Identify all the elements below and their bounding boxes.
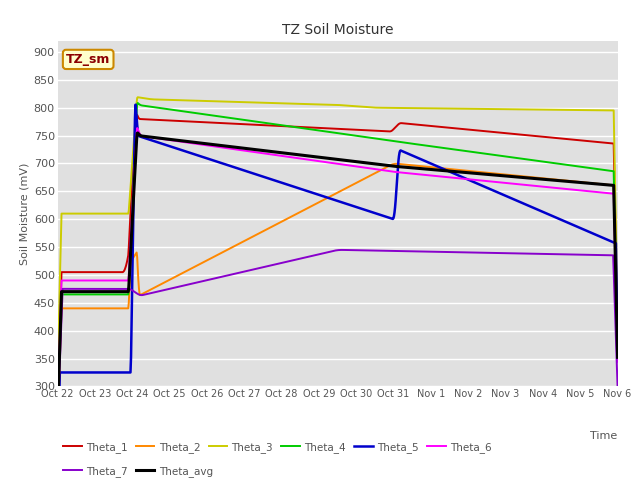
Theta_4 <box>54 412 61 418</box>
Line: Theta_avg: Theta_avg <box>58 133 618 414</box>
Theta_5 <box>132 102 140 108</box>
Theta_1 <box>133 112 141 118</box>
Theta_3 <box>281 100 289 106</box>
Theta_avg <box>134 130 141 136</box>
Title: TZ Soil Moisture: TZ Soil Moisture <box>282 23 394 37</box>
Theta_6 <box>281 154 289 159</box>
Theta_avg <box>439 168 447 173</box>
Theta_1 <box>301 124 308 130</box>
Line: Theta_4: Theta_4 <box>58 103 618 415</box>
Theta_6 <box>439 174 447 180</box>
Theta_7 <box>280 259 288 265</box>
Theta_avg <box>281 150 289 156</box>
Theta_avg <box>54 411 61 417</box>
Line: Theta_1: Theta_1 <box>58 115 618 404</box>
Theta_6 <box>54 405 61 411</box>
Theta_3 <box>301 101 308 107</box>
Theta_3 <box>491 106 499 112</box>
Theta_5 <box>439 166 447 171</box>
Theta_3 <box>614 314 621 320</box>
Text: Time: Time <box>590 432 618 441</box>
Theta_avg <box>501 173 509 179</box>
Theta_2 <box>300 207 308 213</box>
Theta_1 <box>111 269 118 275</box>
Theta_6 <box>133 125 141 131</box>
Theta_7 <box>491 250 499 256</box>
Theta_3 <box>54 370 61 375</box>
Theta_avg <box>111 289 118 295</box>
Theta_7 <box>614 385 621 391</box>
Theta_5 <box>301 187 308 193</box>
Theta_avg <box>491 172 499 178</box>
Theta_1 <box>54 401 61 407</box>
Theta_5 <box>614 357 621 363</box>
Theta_3 <box>134 95 141 100</box>
Theta_5 <box>491 188 499 194</box>
Theta_6 <box>301 156 308 162</box>
Line: Theta_6: Theta_6 <box>58 128 618 408</box>
Theta_1 <box>281 123 289 129</box>
Theta_7 <box>439 249 447 255</box>
Theta_2 <box>501 172 509 178</box>
Theta_1 <box>501 130 509 136</box>
Theta_2 <box>280 217 288 223</box>
Theta_avg <box>614 354 621 360</box>
Theta_2 <box>392 161 400 167</box>
Theta_7 <box>54 419 61 424</box>
Theta_1 <box>439 124 447 130</box>
Line: Theta_3: Theta_3 <box>58 97 618 372</box>
Theta_4 <box>491 152 499 158</box>
Theta_4 <box>281 123 289 129</box>
Theta_7 <box>339 247 346 253</box>
Theta_7 <box>300 255 308 261</box>
Theta_2 <box>491 170 499 176</box>
Theta_avg <box>301 153 308 158</box>
Theta_4 <box>439 145 447 151</box>
Theta_5 <box>501 192 509 198</box>
Theta_3 <box>439 106 447 111</box>
Theta_2 <box>439 166 447 171</box>
Theta_2 <box>614 354 621 360</box>
Theta_4 <box>111 291 118 297</box>
Theta_5 <box>54 460 61 466</box>
Theta_5 <box>111 370 118 375</box>
Text: TZ_sm: TZ_sm <box>66 53 110 66</box>
Theta_6 <box>491 179 499 185</box>
Theta_1 <box>491 129 499 135</box>
Theta_3 <box>111 211 118 216</box>
Theta_4 <box>614 347 621 353</box>
Legend: Theta_7, Theta_avg: Theta_7, Theta_avg <box>63 466 212 477</box>
Theta_6 <box>501 180 509 186</box>
Theta_2 <box>54 420 61 426</box>
Theta_1 <box>614 332 621 338</box>
Line: Theta_2: Theta_2 <box>58 164 618 423</box>
Line: Theta_5: Theta_5 <box>58 105 618 463</box>
Theta_4 <box>501 154 509 159</box>
Theta_7 <box>111 286 118 292</box>
Theta_7 <box>501 250 509 256</box>
Theta_6 <box>111 277 118 283</box>
Y-axis label: Soil Moisture (mV): Soil Moisture (mV) <box>20 162 29 265</box>
Theta_5 <box>281 181 289 187</box>
Theta_2 <box>111 305 118 311</box>
Theta_3 <box>501 106 509 112</box>
Theta_6 <box>614 359 621 365</box>
Theta_4 <box>134 100 141 106</box>
Theta_4 <box>301 126 308 132</box>
Line: Theta_7: Theta_7 <box>58 250 618 421</box>
